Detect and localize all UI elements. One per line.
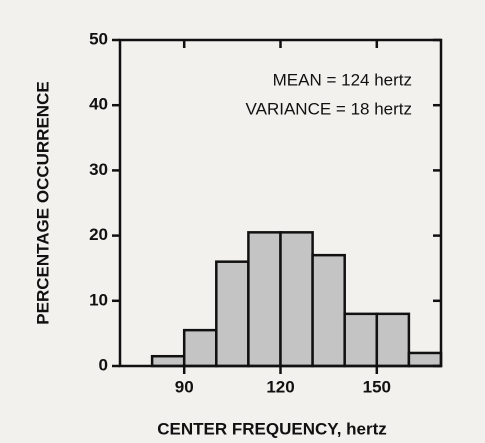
y-tick-label: 20 [89,225,108,244]
x-tick-label: 120 [266,377,294,396]
y-tick-label: 50 [89,29,108,48]
x-tick-label: 150 [363,377,391,396]
y-tick-label: 40 [89,95,108,114]
x-tick-label: 90 [175,377,194,396]
annotation: VARIANCE = 18 hertz [246,99,412,118]
y-tick-label: 30 [89,160,108,179]
x-axis-label: CENTER FREQUENCY, hertz [157,419,387,438]
bar [150,354,186,368]
bar [343,312,379,368]
y-tick-label: 10 [89,290,108,309]
bar [407,351,443,368]
bar [375,312,411,368]
bar [247,231,282,368]
y-tick-label: 0 [99,355,108,374]
bar [215,260,250,368]
bar [182,328,218,368]
annotation: MEAN = 124 hertz [273,70,412,89]
bar [279,231,314,368]
y-axis-label: PERCENTAGE OCCURRENCE [33,81,52,324]
bar [311,253,346,368]
